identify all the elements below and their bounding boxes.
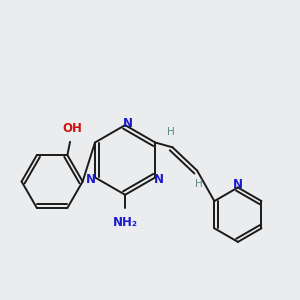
Text: N: N [123, 117, 133, 130]
Text: H: H [167, 128, 175, 137]
Text: H: H [195, 179, 202, 189]
Text: N: N [233, 178, 243, 191]
Text: N: N [154, 172, 164, 185]
Text: NH₂: NH₂ [112, 216, 138, 230]
Text: OH: OH [62, 122, 82, 135]
Text: N: N [86, 172, 96, 185]
